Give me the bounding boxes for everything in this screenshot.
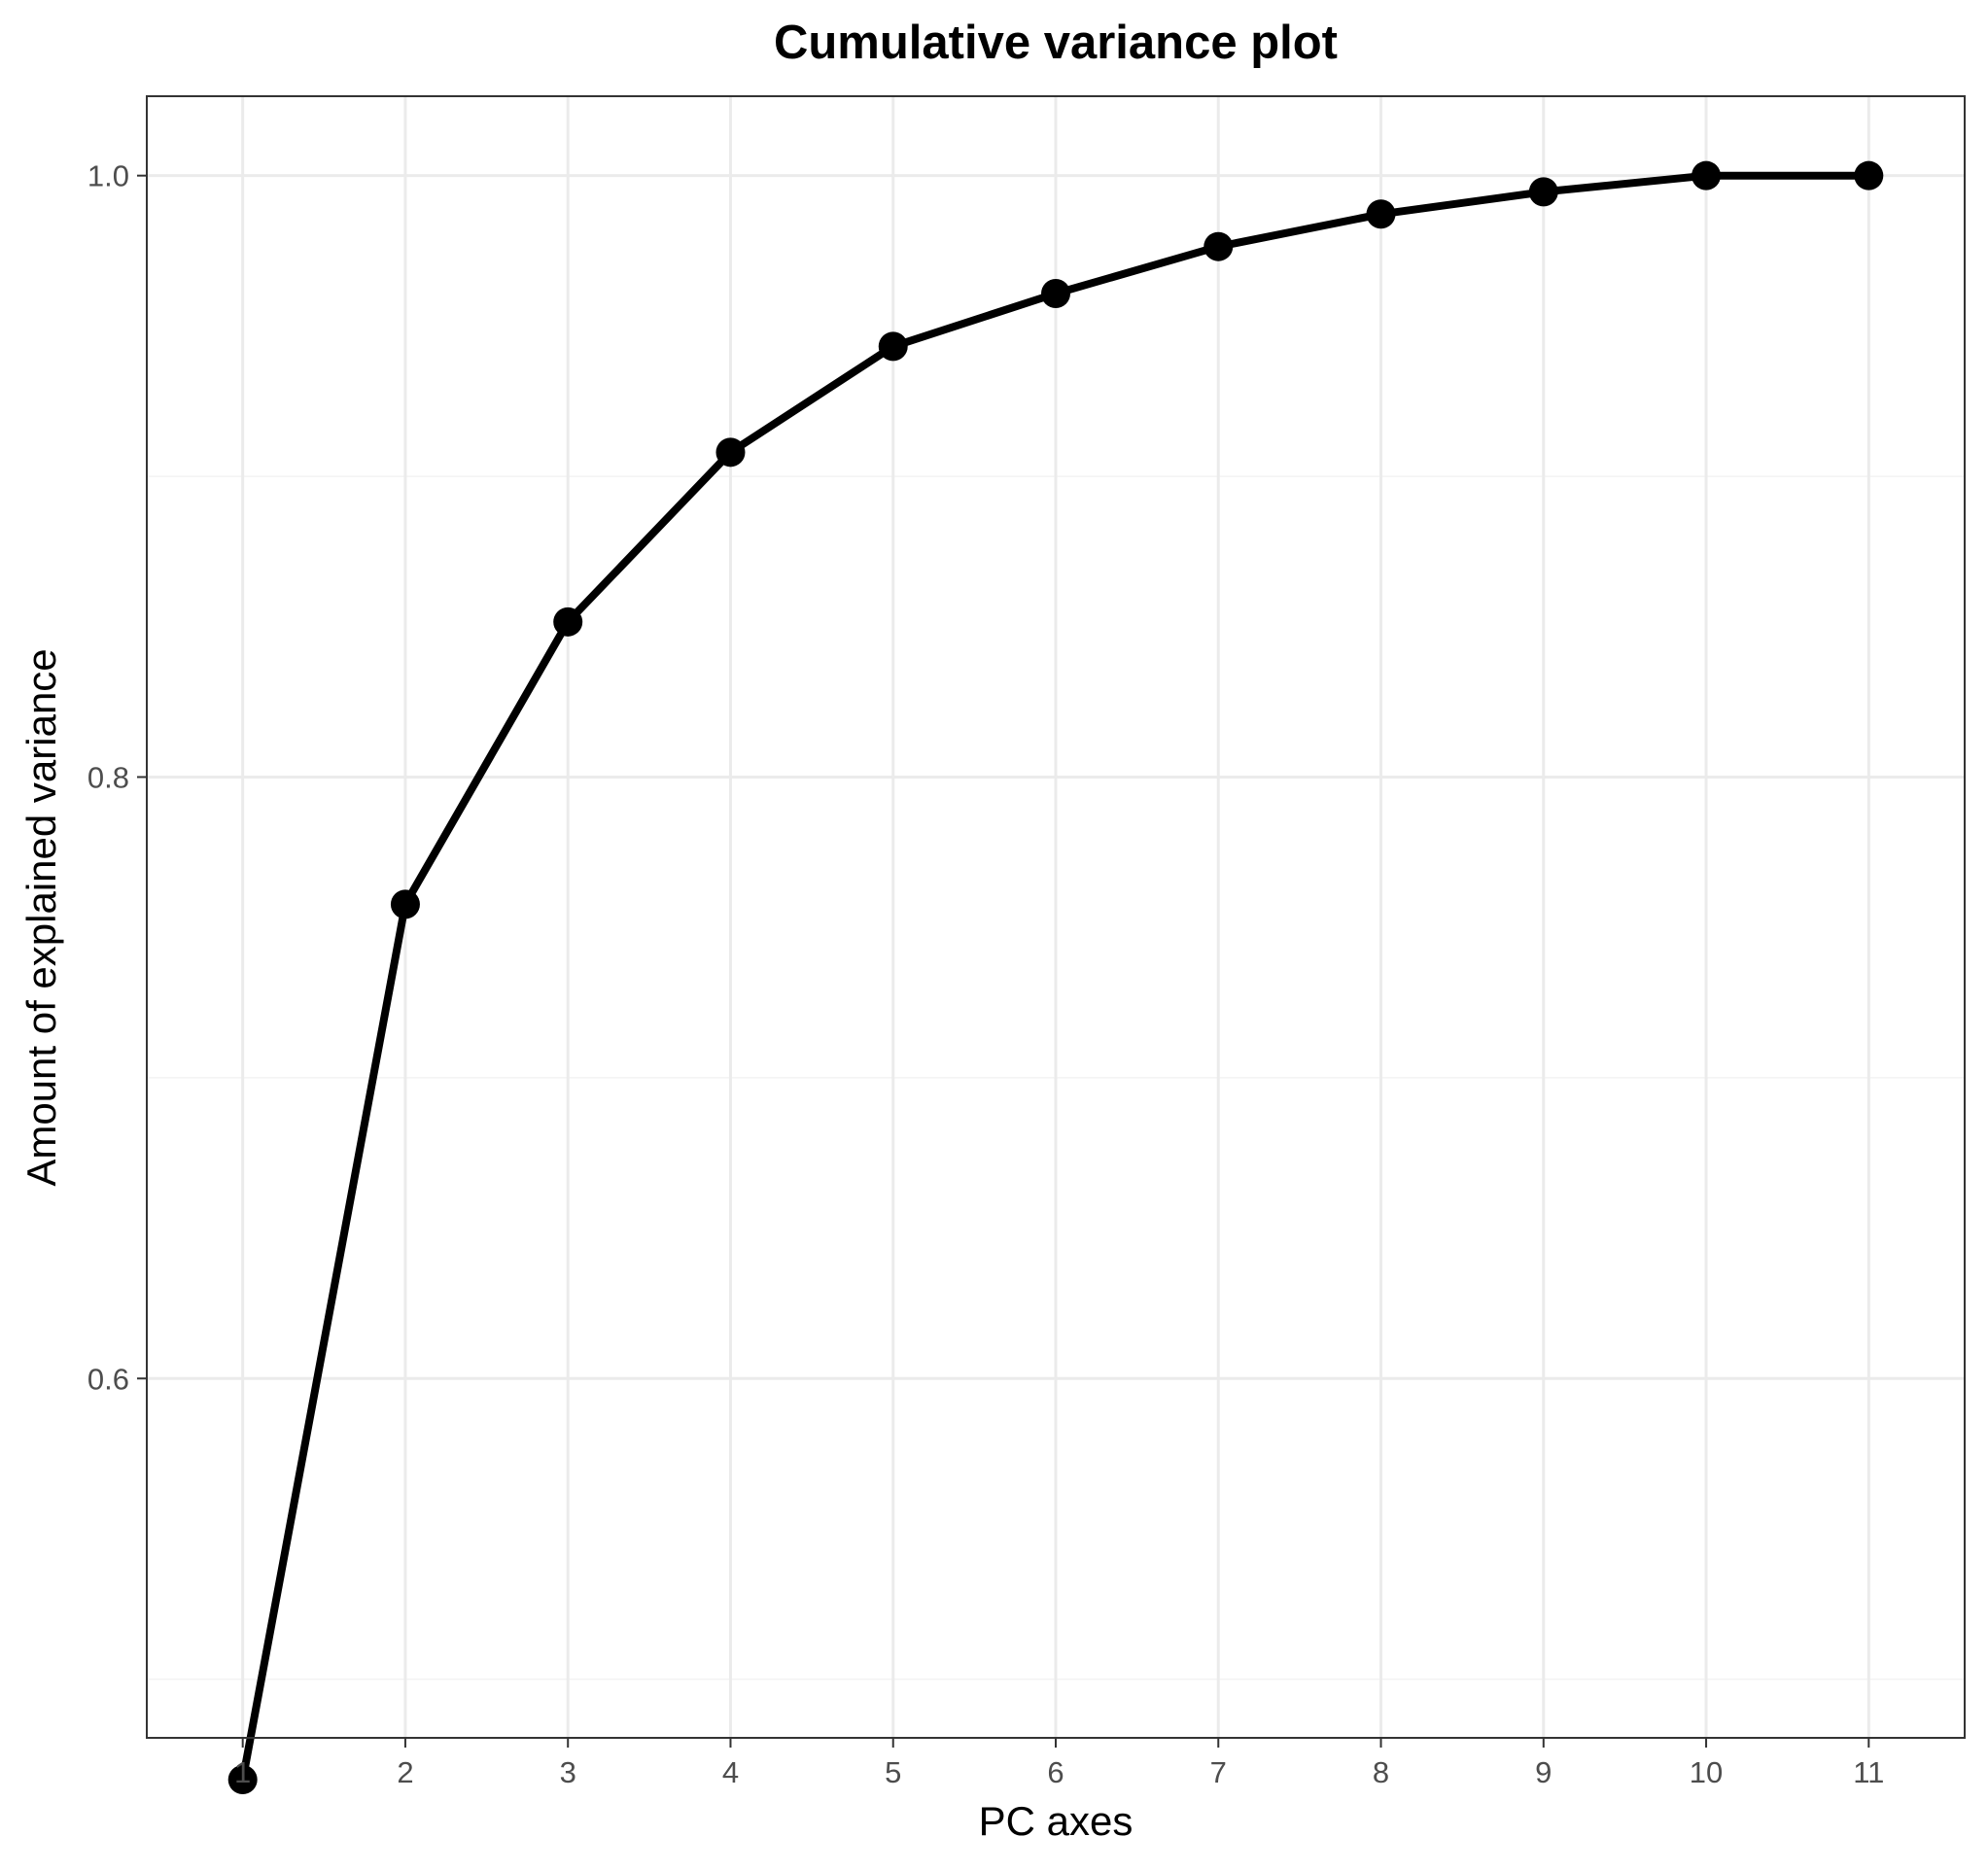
y-axis: 0.6 0.8 1.0 xyxy=(87,159,147,1396)
data-point xyxy=(1854,160,1884,191)
x-axis: 1 2 3 4 5 6 7 8 9 10 11 xyxy=(234,1738,1884,1789)
y-tick-label: 0.8 xyxy=(87,760,129,794)
x-tick-label: 6 xyxy=(1047,1755,1064,1789)
x-tick-label: 5 xyxy=(885,1755,901,1789)
data-point xyxy=(878,331,908,362)
x-tick-label: 1 xyxy=(234,1755,251,1789)
x-tick-label: 8 xyxy=(1373,1755,1389,1789)
x-axis-title: PC axes xyxy=(979,1798,1134,1844)
x-tick-label: 3 xyxy=(560,1755,576,1789)
x-tick-label: 10 xyxy=(1690,1755,1723,1789)
x-tick-label: 4 xyxy=(722,1755,739,1789)
x-tick-label: 9 xyxy=(1535,1755,1552,1789)
series-layer xyxy=(227,160,1884,1795)
x-tick-label: 7 xyxy=(1210,1755,1227,1789)
data-point xyxy=(1041,278,1070,308)
data-point xyxy=(1366,199,1396,229)
data-point xyxy=(1692,160,1722,191)
y-tick-label: 0.6 xyxy=(87,1362,129,1396)
x-tick-label: 2 xyxy=(397,1755,413,1789)
data-point xyxy=(715,437,746,468)
grid-lines xyxy=(147,96,1965,1738)
data-point xyxy=(1203,231,1234,261)
y-axis-title: Amount of explained variance xyxy=(18,648,64,1186)
y-tick-label: 1.0 xyxy=(87,159,129,193)
data-point xyxy=(390,889,420,919)
x-tick-label: 11 xyxy=(1853,1755,1884,1789)
chart-title: Cumulative variance plot xyxy=(774,17,1338,69)
data-point xyxy=(227,1765,258,1795)
data-point xyxy=(1528,177,1558,207)
data-point xyxy=(553,606,583,637)
